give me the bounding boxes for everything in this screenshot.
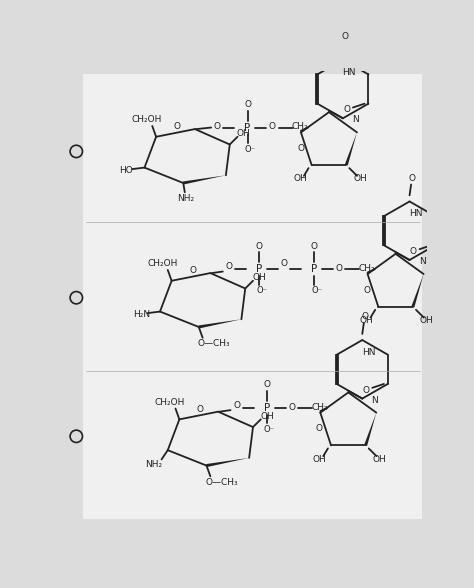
Text: HN: HN (409, 209, 423, 218)
Text: O: O (363, 386, 370, 395)
Text: N: N (352, 115, 359, 124)
Text: OH: OH (312, 455, 326, 464)
Text: O: O (410, 247, 417, 256)
Text: P: P (256, 264, 262, 274)
Polygon shape (364, 413, 376, 446)
Text: O: O (173, 122, 181, 131)
Text: O: O (342, 32, 349, 41)
Text: O: O (343, 105, 350, 114)
Text: O⁻: O⁻ (256, 286, 267, 295)
Polygon shape (345, 132, 357, 166)
Text: N: N (419, 257, 426, 266)
Text: O: O (336, 264, 343, 273)
Text: O: O (264, 380, 271, 389)
Polygon shape (206, 458, 249, 467)
Text: O: O (316, 425, 323, 433)
Text: OH: OH (353, 175, 367, 183)
Text: CH₂OH: CH₂OH (132, 115, 162, 124)
Polygon shape (183, 175, 226, 185)
Text: O: O (363, 286, 370, 295)
Text: OH: OH (237, 129, 251, 138)
Text: HN: HN (362, 348, 375, 357)
Text: CH₂: CH₂ (311, 403, 328, 412)
Text: HO: HO (119, 166, 133, 175)
Text: HN: HN (343, 68, 356, 76)
Text: P: P (264, 403, 270, 413)
Text: O: O (233, 401, 240, 410)
Text: O: O (213, 122, 220, 131)
Text: NH₂: NH₂ (177, 194, 194, 203)
Text: O: O (311, 242, 318, 250)
Text: O⁻: O⁻ (311, 286, 322, 295)
Text: OH: OH (260, 412, 274, 421)
Text: NH₂: NH₂ (145, 460, 163, 469)
Text: OH: OH (293, 175, 307, 183)
Text: O: O (226, 262, 232, 272)
Text: P: P (245, 122, 251, 132)
Polygon shape (411, 274, 424, 307)
Text: O: O (288, 403, 295, 412)
Text: O—CH₃: O—CH₃ (198, 339, 230, 349)
Text: H₂N: H₂N (133, 310, 150, 319)
Text: O: O (244, 100, 251, 109)
Text: OH: OH (420, 316, 434, 325)
Text: O: O (189, 266, 196, 275)
Text: O: O (269, 122, 276, 131)
Text: N: N (372, 396, 378, 405)
Text: CH₂: CH₂ (292, 122, 309, 131)
Text: OH: OH (373, 455, 386, 464)
Text: CH₂OH: CH₂OH (147, 259, 177, 268)
Text: O: O (297, 144, 304, 153)
Text: CH₂: CH₂ (359, 264, 375, 273)
Text: O: O (281, 259, 288, 268)
Text: O⁻: O⁻ (264, 425, 275, 434)
Text: OH: OH (360, 316, 374, 325)
Polygon shape (199, 319, 241, 329)
Text: O⁻: O⁻ (245, 145, 255, 153)
Text: OH: OH (252, 273, 266, 282)
Text: O—CH₃: O—CH₃ (206, 478, 238, 487)
Text: CH₂OH: CH₂OH (155, 398, 185, 407)
Text: P: P (311, 264, 318, 274)
Text: O: O (197, 405, 204, 414)
Text: O: O (361, 312, 368, 322)
Text: O: O (255, 242, 263, 250)
Text: O: O (409, 174, 415, 183)
